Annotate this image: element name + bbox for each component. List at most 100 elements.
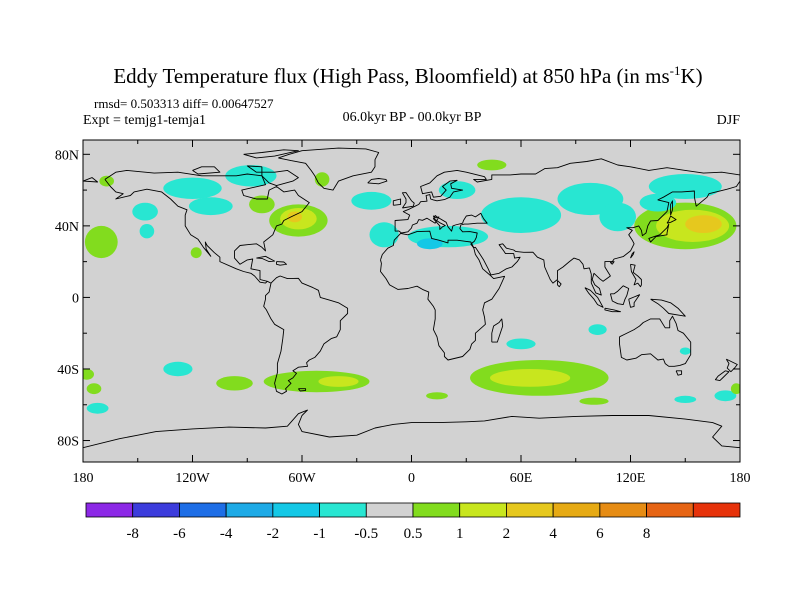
colorbar-label: -4 [220, 526, 233, 542]
anomaly-region [188, 197, 233, 216]
coastline [246, 165, 299, 187]
anomaly-region [351, 191, 392, 210]
x-tick-label: 60W [288, 471, 316, 486]
x-tick-label: 60E [510, 471, 533, 486]
coastline [263, 275, 349, 395]
colorbar-label: 0.5 [404, 526, 423, 542]
anomaly-region [489, 369, 571, 387]
anomaly-region [132, 202, 158, 221]
coastline [192, 166, 221, 175]
colorbar-swatch [599, 502, 647, 518]
colorbar-swatch [272, 502, 320, 518]
anomaly-region [287, 211, 303, 223]
title-superscript: -1 [670, 63, 681, 78]
coastline [675, 370, 683, 376]
colorbar-swatch [365, 502, 414, 518]
colorbar-label: -6 [173, 526, 186, 542]
colorbar-swatch [646, 502, 694, 518]
coastline [619, 315, 692, 367]
coastline [256, 255, 276, 263]
coastline [557, 280, 562, 288]
experiment-label: Expt = temjg1-temja1 [83, 113, 206, 128]
coastline [630, 251, 635, 259]
colorbar-label: 2 [503, 526, 511, 542]
colorbar-label: -8 [126, 526, 139, 542]
anomaly-region [685, 215, 722, 234]
coastlines [83, 147, 740, 449]
coastline [648, 223, 670, 243]
anomaly-region [190, 247, 202, 259]
anomaly-region [599, 202, 636, 232]
anomaly-region [674, 395, 697, 403]
coastline [104, 169, 310, 284]
coastline [714, 370, 730, 382]
coastline [243, 149, 299, 159]
colorbar-label: 6 [596, 526, 604, 542]
anomaly-region [679, 347, 691, 355]
coastline [392, 198, 402, 206]
anomaly-region [83, 368, 94, 380]
colorbar-swatch [225, 502, 274, 518]
anomaly-region [506, 338, 536, 350]
coastline [725, 358, 738, 373]
x-tick-label: 120W [175, 471, 210, 486]
anomaly-region [263, 370, 370, 393]
colorbar-swatch [85, 502, 134, 518]
anomaly-region [639, 193, 677, 212]
colorbar-label: 1 [456, 526, 464, 542]
coastline [491, 318, 504, 343]
chart-title: Eddy Temperature flux (High Pass, Bloomf… [113, 63, 702, 88]
colorbar-label: -0.5 [354, 526, 378, 542]
anomaly-region [86, 383, 102, 395]
coastline [584, 287, 604, 308]
coastline [609, 261, 615, 265]
colorbar: -8 -6 -4 -2 -1 -0.5 0.5 1 2 4 6 8 [85, 502, 741, 542]
coastline [83, 409, 740, 449]
colorbar-swatch [179, 502, 227, 518]
coastline [630, 263, 642, 288]
anomaly-region [730, 383, 740, 395]
coastline [670, 200, 673, 216]
colorbar-label: -1 [313, 526, 326, 542]
coastline [83, 177, 99, 183]
coastline [604, 307, 621, 313]
colorbar-swatch [132, 502, 180, 518]
coastline [628, 294, 641, 308]
colorbar-label: 4 [549, 526, 557, 542]
anomaly-region [579, 397, 609, 405]
coastline [609, 285, 630, 306]
colorbar-swatch [412, 502, 461, 518]
anomaly-region [163, 361, 193, 377]
colorbar-label: 8 [643, 526, 651, 542]
coastline [401, 192, 415, 209]
coastline [380, 230, 506, 361]
anomaly-region [249, 195, 275, 214]
coastline [650, 298, 686, 317]
anomaly-region [369, 222, 399, 248]
anomaly-region [216, 376, 253, 391]
x-tick-label: 180 [730, 471, 751, 486]
anomaly-region [438, 181, 476, 200]
coastline [394, 158, 740, 232]
anomaly-region [139, 224, 155, 239]
colorbar-swatch [692, 502, 741, 518]
anomaly-region [648, 174, 722, 199]
colorbar-swatch [319, 502, 367, 518]
coastline [666, 215, 677, 224]
anomaly-region [163, 177, 222, 199]
y-tick-label: 80S [57, 435, 79, 450]
y-tick-label: 40N [55, 220, 79, 235]
stats-line: rmsd= 0.503313 diff= 0.00647527 [94, 96, 274, 111]
coastline [395, 180, 740, 296]
coastline [278, 147, 380, 191]
anomaly-region [426, 392, 448, 400]
coastline [367, 178, 388, 185]
y-axis: 80N 40N 0 40S 80S [55, 148, 740, 450]
anomaly-region [86, 402, 109, 414]
anomaly-region [84, 225, 118, 259]
y-tick-label: 40S [57, 363, 79, 378]
anomaly-region [318, 376, 359, 387]
season-label: DJF [717, 113, 741, 128]
anomaly-region [588, 324, 607, 335]
